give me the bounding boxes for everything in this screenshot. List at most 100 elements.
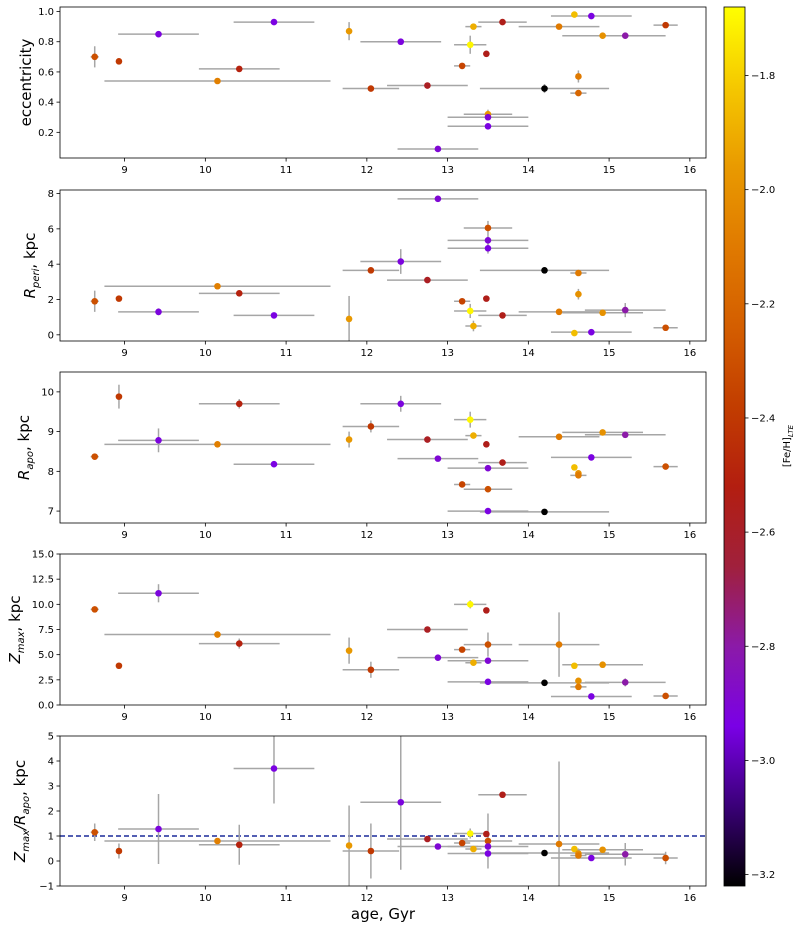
colorbar-tick-label: −3.0 [751, 756, 775, 767]
data-point [424, 835, 431, 843]
data-point [541, 849, 548, 857]
y-tick-label: 0.2 [38, 128, 54, 139]
data-point [599, 661, 606, 669]
data-point [484, 464, 492, 472]
y-tick-label: 5 [48, 732, 54, 743]
x-tick-label: 10 [199, 530, 212, 541]
panel-z-max: 0.0 2.5 5.0 7.5 10.0 12.5 15.0 9 10 11 12 13 14 15 16… [6, 550, 707, 723]
y-tick-label: 0.0 [38, 701, 54, 712]
data-point [470, 322, 477, 330]
y-ticks: 0.0 2.5 5.0 7.5 10.0 12.5 15.0 [32, 550, 60, 712]
data-point [575, 677, 582, 685]
data-point [424, 436, 431, 443]
x-ticks: 9 10 11 12 13 14 15 16 [121, 158, 696, 176]
data-point [345, 436, 353, 443]
data-point [155, 589, 162, 597]
data-point [91, 53, 99, 61]
data-point [214, 631, 221, 638]
y-tick-label: 5.0 [38, 650, 54, 661]
data-point [470, 845, 477, 853]
y-axis-label: Rperi, kpc [21, 233, 42, 299]
y-tick-label: 15.0 [32, 550, 54, 561]
data-point [434, 654, 442, 661]
y-axis-label: Rapo, kpc [15, 415, 36, 480]
colorbar: −3.2 −3.0 −2.8 −2.6 −2.4 −2.2 −2.0 −1.8 [Fe/H]L… [723, 6, 795, 887]
data-point [484, 113, 492, 121]
x-tick-label: 14 [522, 712, 535, 723]
data-point [484, 843, 492, 850]
data-point [484, 507, 492, 515]
data-point [499, 459, 506, 466]
x-tick-label: 15 [603, 530, 616, 541]
x-ticks: 9 10 11 12 13 14 15 16 [121, 886, 696, 904]
data-point [599, 846, 606, 854]
data-point [466, 307, 474, 315]
x-tick-label: 9 [121, 893, 127, 904]
data-point [484, 244, 492, 252]
data-point [91, 297, 99, 305]
y-tick-label: 2 [48, 807, 54, 818]
data-point [621, 431, 629, 439]
data-point [588, 454, 595, 461]
y-tick-label: 0.4 [38, 98, 54, 109]
data-point [458, 62, 466, 70]
data-point [458, 646, 466, 653]
y-tick-label: 10 [41, 387, 54, 398]
data-point [397, 38, 405, 46]
data-point [484, 641, 492, 648]
data-point [588, 693, 595, 700]
data-point [397, 400, 405, 408]
data-point [91, 828, 99, 836]
colorbar-tick-label: −2.0 [751, 185, 775, 196]
data-point [555, 840, 563, 848]
data-point [155, 825, 162, 833]
y-tick-label: 6 [48, 224, 54, 235]
x-tick-label: 15 [603, 893, 616, 904]
data-point [483, 830, 490, 838]
x-tick-label: 10 [199, 165, 212, 176]
data-point [470, 23, 477, 30]
y-ticks: 7 8 9 10 [41, 387, 60, 518]
x-tick-label: 12 [360, 165, 373, 176]
data-point [571, 11, 578, 18]
data-point [555, 433, 563, 441]
data-point [235, 841, 243, 849]
y-tick-label: 8 [48, 189, 54, 200]
data-point [155, 437, 162, 444]
data-point [484, 657, 492, 665]
panel-r-peri: 0 2 4 6 8 9 10 11 12 13 14 15 16 Rperi, kpc [21, 189, 707, 359]
data-point [466, 830, 474, 837]
data-point [155, 308, 162, 316]
colorbar-tick-label: −2.8 [751, 642, 775, 653]
x-tick-label: 12 [360, 530, 373, 541]
data-point [555, 308, 563, 316]
data-point [270, 460, 278, 468]
data-point [571, 329, 578, 337]
y-tick-label: 0 [48, 857, 54, 868]
axes-frame [59, 6, 707, 159]
colorbar-tick-label: −2.4 [751, 413, 775, 424]
x-tick-label: 12 [360, 893, 373, 904]
data-point [484, 678, 492, 686]
data-point [541, 508, 548, 516]
data-point [397, 798, 405, 806]
plot-area-r-apo [90, 384, 678, 516]
data-point [499, 312, 506, 319]
data-point [484, 485, 492, 493]
data-point [214, 77, 221, 85]
data-point [214, 837, 221, 845]
colorbar-ticks: −3.2 −3.0 −2.8 −2.6 −2.4 −2.2 −2.0 −1.8 [745, 71, 775, 881]
data-point [588, 328, 595, 336]
data-point [235, 640, 243, 647]
y-tick-label: 7.5 [38, 625, 54, 636]
panel-r-apo: 7 8 9 10 9 10 11 12 13 14 15 16 Rapo, kpc [15, 371, 707, 541]
y-tick-label: 7 [48, 507, 54, 518]
y-ticks: 0.2 0.4 0.6 0.8 1.0 [38, 7, 60, 139]
data-point [115, 847, 123, 855]
data-point [621, 306, 629, 314]
data-point [434, 455, 442, 462]
data-point [367, 85, 375, 92]
data-point [466, 416, 474, 423]
x-tick-label: 12 [360, 712, 373, 723]
x-tick-label: 11 [280, 712, 293, 723]
